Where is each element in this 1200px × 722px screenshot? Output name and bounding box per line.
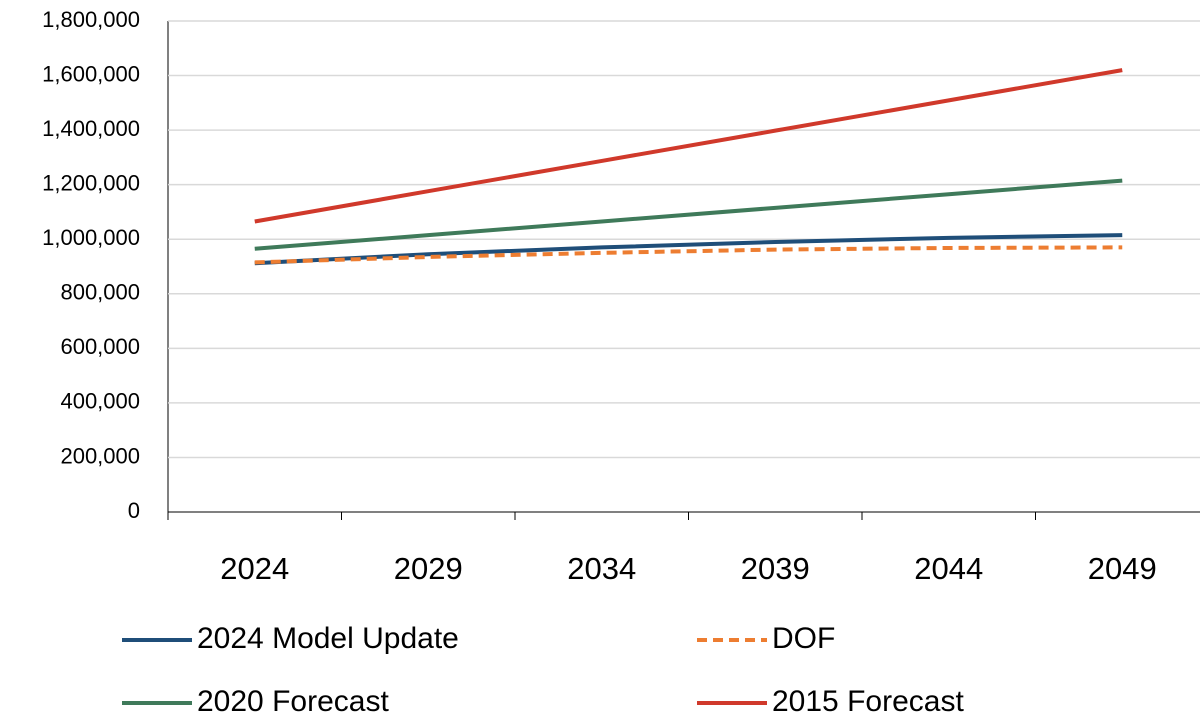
x-tick-label: 2049 [1088, 551, 1157, 586]
legend-label: 2015 Forecast [772, 685, 964, 718]
y-tick-label: 1,400,000 [42, 116, 140, 141]
legend-label: DOF [772, 622, 835, 655]
y-tick-label: 600,000 [60, 334, 140, 359]
y-tick-label: 800,000 [60, 280, 140, 305]
x-tick-label: 2034 [567, 551, 636, 586]
legend-label: 2024 Model Update [197, 622, 459, 655]
x-tick-label: 2024 [220, 551, 289, 586]
series-line [254, 178, 1123, 251]
series-line [254, 68, 1123, 224]
y-tick-label: 1,000,000 [42, 225, 140, 250]
y-tick-label: 1,600,000 [42, 61, 140, 86]
x-tick-label: 2044 [914, 551, 983, 586]
series-line [254, 233, 1123, 266]
y-tick-label: 400,000 [60, 389, 140, 414]
x-tick-label: 2039 [741, 551, 810, 586]
series-line [254, 245, 1123, 265]
y-tick-label: 1,200,000 [42, 170, 140, 195]
x-tick-label: 2029 [394, 551, 463, 586]
y-tick-label: 200,000 [60, 443, 140, 468]
legend-label: 2020 Forecast [197, 685, 389, 718]
y-tick-label: 0 [128, 498, 140, 523]
y-tick-label: 1,800,000 [42, 7, 140, 32]
